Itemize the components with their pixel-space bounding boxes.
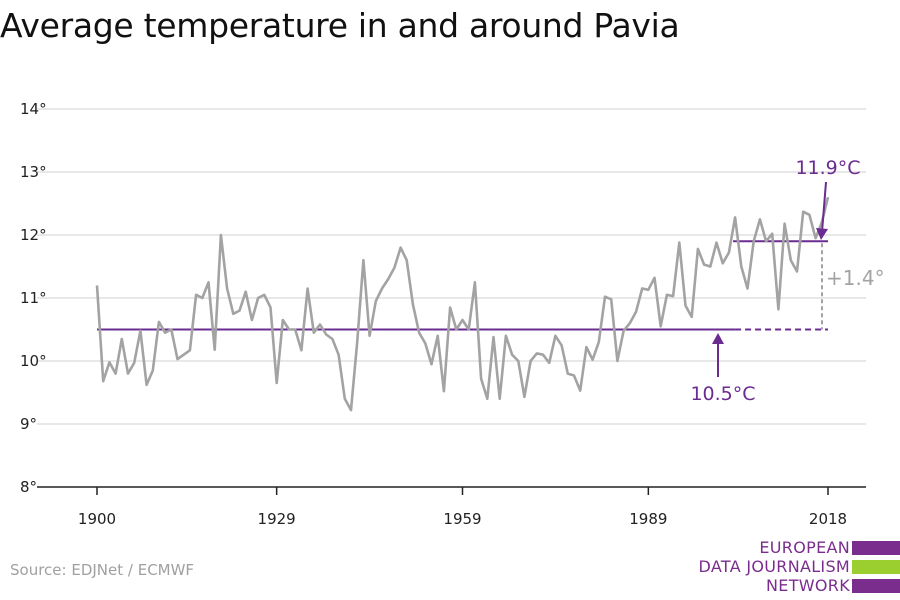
x-tick-label-2018: 2018: [809, 510, 847, 528]
y-axis-ticks: 8° 9° 10° 11° 12° 13° 14°: [20, 100, 47, 496]
chart-title: Average temperature in and around Pavia: [0, 6, 680, 45]
logo-text-line-2: DATA JOURNALISM: [698, 557, 850, 576]
annotation-recent-average: 11.9°C: [795, 157, 860, 179]
x-tick-label-1959: 1959: [443, 510, 481, 528]
logo-text-line-1: EUROPEAN: [759, 538, 850, 557]
y-tick-label-14: 14°: [20, 100, 47, 118]
y-tick-label-8: 8°: [20, 478, 37, 496]
y-tick-label-9: 9°: [20, 415, 37, 433]
y-tick-label-13: 13°: [20, 163, 47, 181]
y-tick-label-12: 12°: [20, 226, 47, 244]
x-tick-label-1900: 1900: [78, 510, 116, 528]
logo-text-line-3: NETWORK: [766, 576, 850, 595]
annotation-arrow-recent: [821, 181, 827, 233]
annotation-arrowhead-recent: [816, 228, 828, 240]
source-note: Source: EDJNet / ECMWF: [10, 561, 195, 579]
x-axis: 1900 1929 1959 1989 2018: [37, 486, 866, 528]
temperature-series-line: [95, 196, 830, 412]
edjnet-logo[interactable]: EUROPEAN DATA JOURNALISM NETWORK: [680, 538, 900, 596]
series-layer: [95, 196, 830, 412]
x-tick-label-1929: 1929: [258, 510, 296, 528]
y-tick-label-10: 10°: [20, 352, 47, 370]
y-tick-label-11: 11°: [20, 289, 47, 307]
gridlines: [37, 108, 866, 425]
logo-bar-purple-bottom: [852, 579, 900, 593]
annotation-arrowhead-baseline: [712, 333, 724, 344]
annotation-delta: +1.4°: [826, 266, 885, 290]
logo-bar-purple-top: [852, 541, 900, 555]
annotation-baseline-average: 10.5°C: [690, 383, 755, 405]
x-tick-label-1989: 1989: [629, 510, 667, 528]
annotations: 11.9°C 10.5°C +1.4°: [690, 157, 884, 405]
reference-lines: [97, 240, 828, 331]
logo-bar-green: [852, 560, 900, 574]
